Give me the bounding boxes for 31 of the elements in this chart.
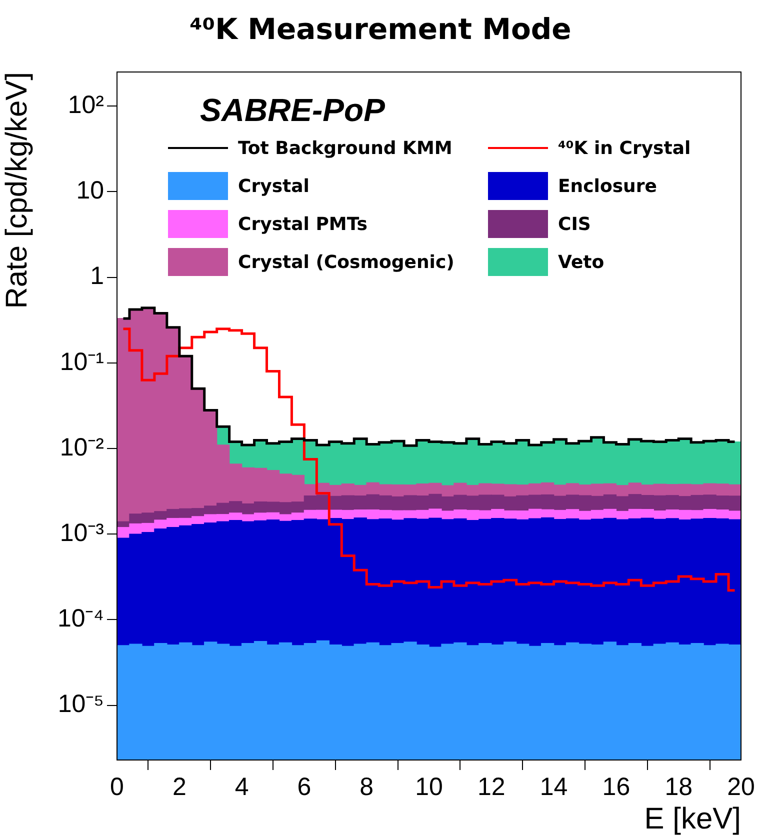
x-tick-label: 16 bbox=[602, 772, 630, 801]
legend-label: Tot Background KMM bbox=[238, 138, 452, 158]
x-tick-label: 8 bbox=[360, 772, 374, 801]
y-tick-label: 10⁻² bbox=[60, 433, 104, 462]
x-tick-label: 18 bbox=[664, 772, 693, 801]
x-tick-label: 4 bbox=[234, 772, 249, 801]
legend-label: Crystal PMTs bbox=[238, 214, 368, 234]
legend-label: ⁴⁰K in Crystal bbox=[558, 138, 691, 158]
chart-title: ⁴⁰K Measurement Mode bbox=[188, 12, 572, 46]
y-tick-label: 10⁻⁴ bbox=[57, 604, 104, 633]
y-tick-label: 10⁻⁵ bbox=[58, 690, 104, 718]
x-tick-label: 12 bbox=[477, 772, 506, 801]
x-tick-label: 2 bbox=[172, 772, 186, 801]
x-tick-label: 6 bbox=[297, 772, 312, 801]
y-tick-label: 10⁻¹ bbox=[60, 348, 104, 376]
x-tick-label: 20 bbox=[727, 772, 755, 801]
y-axis-title: Rate [cpd/kg/keV] bbox=[0, 72, 34, 309]
x-axis-title: E [keV] bbox=[644, 802, 741, 836]
x-tick-label: 14 bbox=[540, 772, 568, 801]
x-tick-label: 10 bbox=[415, 772, 443, 801]
legend-label: Crystal (Cosmogenic) bbox=[238, 252, 454, 272]
legend-label: CIS bbox=[558, 214, 591, 234]
y-tick-label: 10⁻³ bbox=[60, 519, 104, 548]
annotation: SABRE-PoP bbox=[200, 92, 385, 129]
legend-label: Veto bbox=[558, 252, 604, 272]
x-tick-label: 0 bbox=[110, 772, 124, 801]
y-tick-label: 10 bbox=[76, 176, 104, 205]
legend-label: Crystal bbox=[238, 176, 310, 196]
y-tick-label: 10² bbox=[68, 90, 104, 119]
y-tick-label: 1 bbox=[90, 262, 104, 290]
legend-label: Enclosure bbox=[558, 176, 657, 196]
